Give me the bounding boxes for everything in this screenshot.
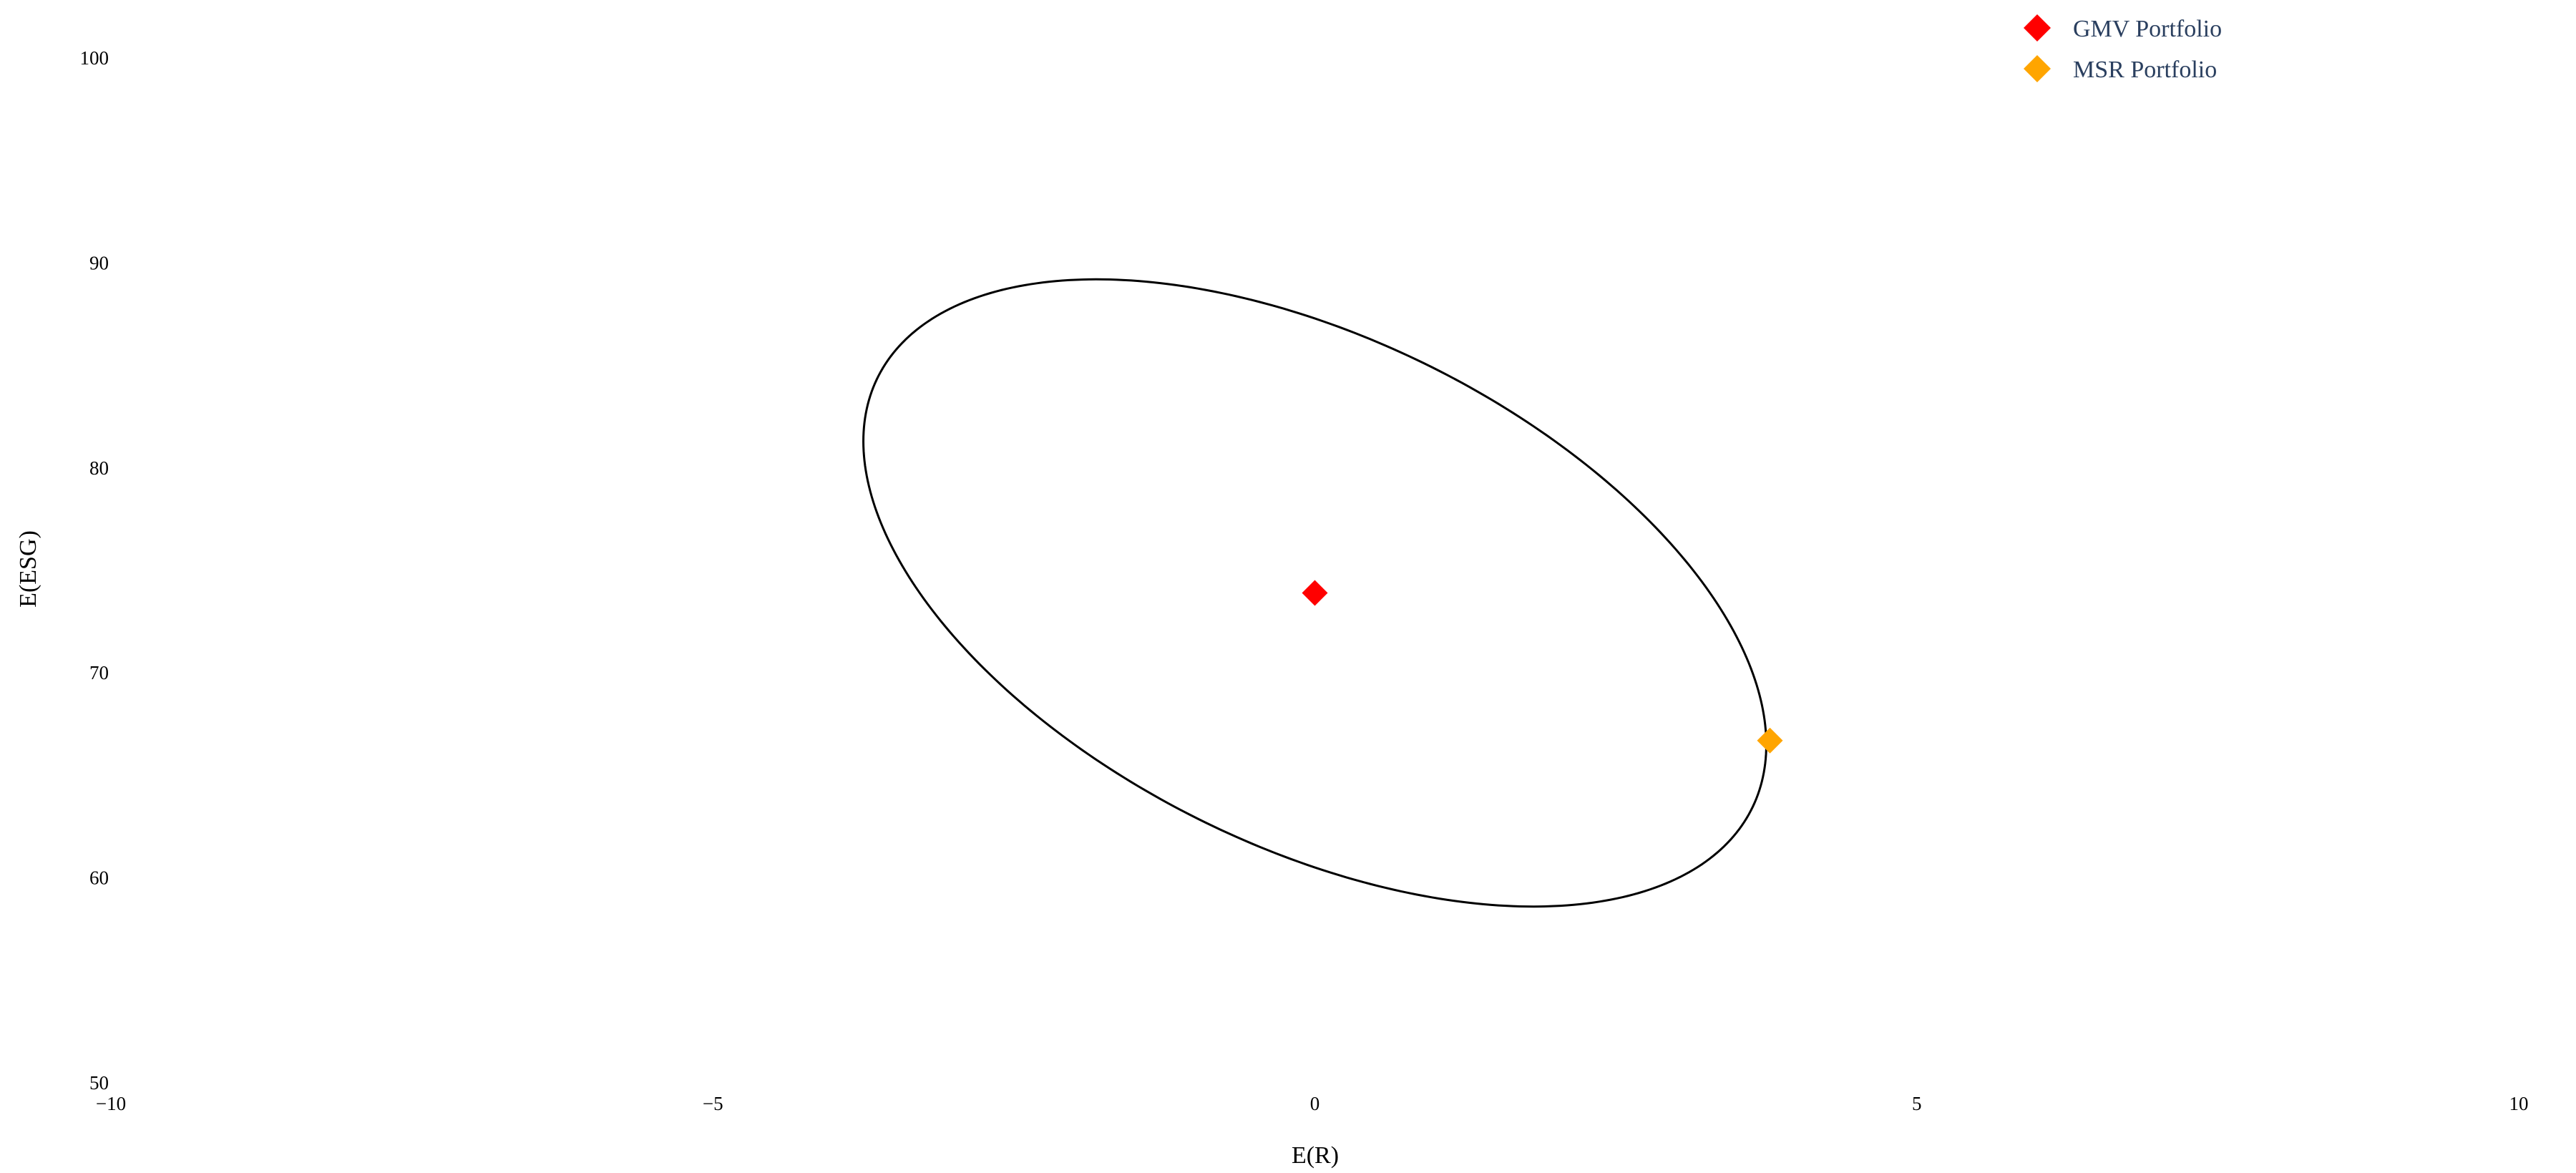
legend: GMV Portfolio MSR Portfolio xyxy=(2024,14,2222,83)
frontier-ellipse xyxy=(862,278,1767,908)
legend-label-msr-portfolio: MSR Portfolio xyxy=(2073,57,2217,83)
legend-marker-gmv-portfolio xyxy=(2024,14,2051,42)
y-tick-label: 70 xyxy=(89,662,109,683)
ellipse-layer xyxy=(862,278,1767,908)
x-axis-label: E(R) xyxy=(1292,1142,1339,1169)
y-tick-label: 90 xyxy=(89,252,109,273)
legend-marker-msr-portfolio xyxy=(2024,55,2051,82)
x-tick-label: 10 xyxy=(2509,1093,2529,1114)
x-tick-label: 0 xyxy=(1310,1093,1320,1114)
y-tick-label: 100 xyxy=(80,47,109,69)
y-axis-label: E(ESG) xyxy=(15,530,42,608)
legend-label-gmv-portfolio: GMV Portfolio xyxy=(2073,16,2222,42)
y-tick-label: 80 xyxy=(89,457,109,479)
x-tick-labels: −10 −5 0 5 10 xyxy=(96,1093,2529,1114)
x-tick-label: −10 xyxy=(96,1093,126,1114)
y-tick-labels: 50 60 70 80 90 100 xyxy=(80,47,109,1094)
x-tick-label: 5 xyxy=(1912,1093,1922,1114)
x-tick-label: −5 xyxy=(703,1093,723,1114)
point-gmv-portfolio[interactable] xyxy=(1302,580,1328,606)
point-msr-portfolio[interactable] xyxy=(1757,727,1783,754)
y-tick-label: 50 xyxy=(89,1072,109,1094)
marker-layer xyxy=(1302,580,1783,754)
y-tick-label: 60 xyxy=(89,867,109,889)
